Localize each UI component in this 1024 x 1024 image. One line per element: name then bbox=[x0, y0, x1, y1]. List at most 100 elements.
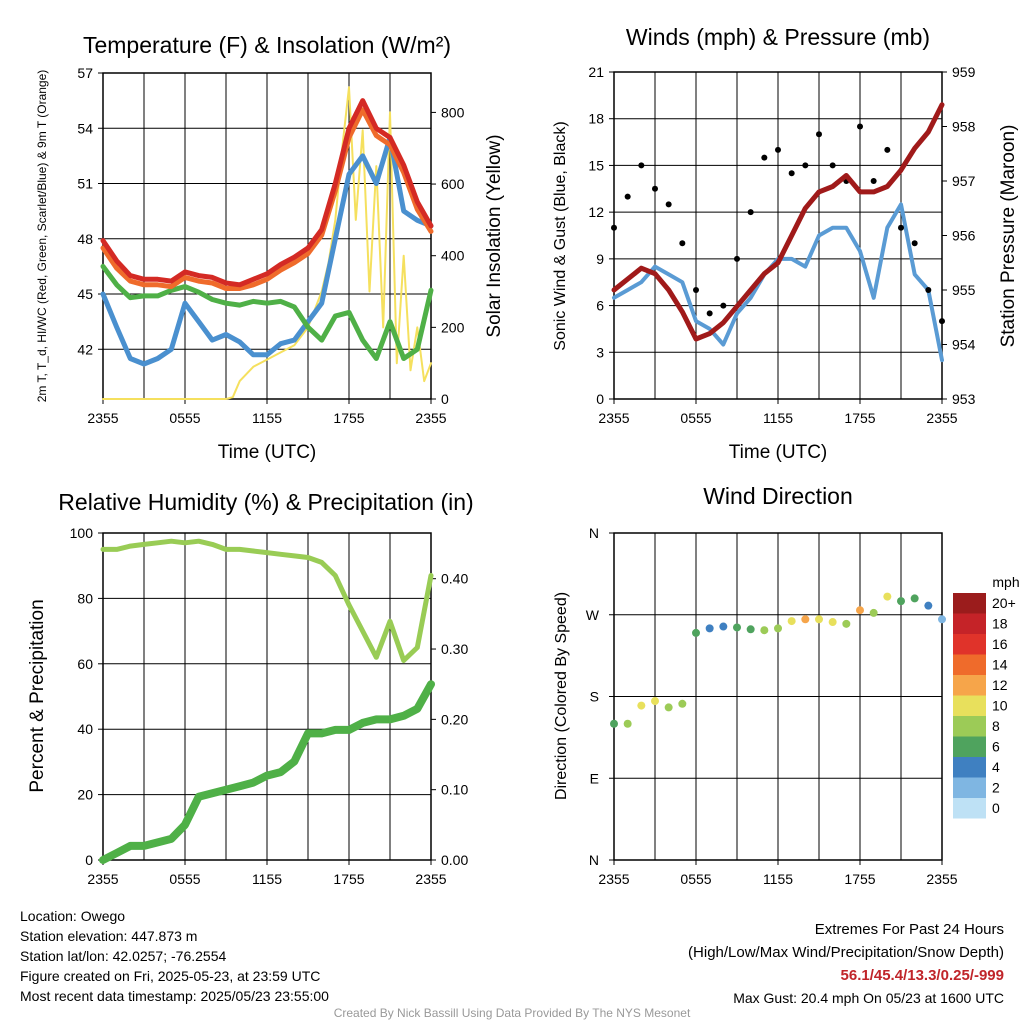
gust-point bbox=[775, 146, 781, 153]
y2-axis-label: Station Pressure (Maroon) bbox=[998, 125, 1019, 348]
windchill-line bbox=[100, 107, 434, 291]
credit-text: Created By Nick Bassill Using Data Provi… bbox=[333, 1006, 691, 1020]
y2-tick-label: 0.30 bbox=[441, 641, 468, 657]
chart-title: Temperature (F) & Insolation (W/m²) bbox=[83, 32, 451, 58]
precip-line bbox=[99, 680, 435, 864]
y-tick-label: 48 bbox=[77, 231, 93, 247]
y-axis-label: Sonic Wind & Gust (Blue, Black) bbox=[552, 121, 569, 350]
y-tick-label: S bbox=[590, 689, 599, 705]
x-axis-label: Time (UTC) bbox=[729, 442, 828, 463]
y2-tick-label: 954 bbox=[952, 337, 976, 353]
y2-axis-label: Solar Insolation (Yellow) bbox=[484, 134, 505, 337]
direction-point bbox=[733, 623, 741, 632]
y2-tick-label: 200 bbox=[441, 319, 465, 335]
colorbar-label: 4 bbox=[992, 759, 1000, 775]
chart-title: Relative Humidity (%) & Precipitation (i… bbox=[58, 489, 473, 515]
latlon-text: Station lat/lon: 42.0257; -76.2554 bbox=[20, 948, 227, 964]
y-tick-label: E bbox=[590, 770, 599, 786]
gust-point bbox=[925, 287, 932, 293]
gust-point bbox=[761, 154, 768, 161]
chart-panel-4 bbox=[613, 532, 943, 865]
x-tick-label: 2355 bbox=[598, 871, 629, 887]
x-tick-label: 1755 bbox=[333, 410, 364, 426]
pressure-line bbox=[611, 102, 945, 342]
created-text: Figure created on Fri, 2025-05-23, at 23… bbox=[20, 968, 321, 984]
direction-point bbox=[883, 592, 892, 601]
gust-point bbox=[747, 209, 754, 216]
y-tick-label: 45 bbox=[77, 286, 93, 302]
colorbar-label: 2 bbox=[992, 780, 1000, 796]
y-tick-label: N bbox=[589, 852, 599, 868]
direction-point bbox=[610, 719, 618, 728]
gust-point bbox=[939, 318, 945, 325]
y-axis-label: 2m T, T_d, HI/WC (Red, Green, Scarlet/Bl… bbox=[35, 70, 49, 403]
x-tick-label: 2355 bbox=[87, 871, 118, 887]
colorbar-swatch bbox=[953, 695, 986, 716]
y-tick-label: 0 bbox=[596, 391, 604, 407]
direction-point bbox=[651, 697, 659, 706]
y-tick-label: 42 bbox=[77, 341, 93, 357]
x-tick-label: 0555 bbox=[169, 410, 200, 426]
gust-point bbox=[802, 162, 809, 169]
extremes-subtitle: (High/Low/Max Wind/Precipitation/Snow De… bbox=[688, 944, 1004, 961]
colorbar-label: 6 bbox=[992, 739, 1000, 755]
gust-point bbox=[638, 162, 645, 169]
max-gust-text: Max Gust: 20.4 mph On 05/23 at 1600 UTC bbox=[733, 990, 1004, 1006]
direction-point bbox=[692, 628, 700, 637]
temp9m-line bbox=[100, 135, 434, 367]
colorbar-swatch bbox=[953, 716, 986, 737]
gust-point bbox=[911, 240, 918, 247]
direction-point bbox=[869, 608, 878, 617]
direction-point bbox=[637, 701, 646, 710]
y2-tick-label: 400 bbox=[441, 248, 465, 264]
colorbar-label: 16 bbox=[992, 636, 1008, 652]
y2-tick-label: 955 bbox=[952, 282, 976, 298]
x-axis-label: Time (UTC) bbox=[218, 442, 317, 463]
gust-point bbox=[870, 178, 877, 184]
y-tick-label: 3 bbox=[596, 344, 604, 360]
direction-point bbox=[746, 625, 755, 634]
colorbar-swatch bbox=[953, 593, 986, 614]
gust-point bbox=[829, 162, 836, 169]
x-tick-label: 0555 bbox=[169, 871, 200, 887]
colorbar-title: mph bbox=[992, 574, 1019, 590]
colorbar-label: 14 bbox=[992, 657, 1008, 673]
direction-point bbox=[897, 597, 905, 606]
x-tick-label: 1755 bbox=[844, 410, 875, 426]
y-tick-label: N bbox=[589, 525, 599, 541]
y-tick-label: 18 bbox=[588, 111, 604, 127]
x-tick-label: 2355 bbox=[926, 871, 957, 887]
direction-point bbox=[787, 617, 796, 626]
gust-point bbox=[788, 170, 795, 177]
direction-point bbox=[623, 719, 632, 728]
extremes-values: 56.1/45.4/13.3/0.25/-999 bbox=[840, 967, 1004, 984]
y2-tick-label: 959 bbox=[952, 64, 976, 80]
gust-point bbox=[611, 224, 617, 231]
y-tick-label: 100 bbox=[70, 525, 94, 541]
direction-point bbox=[760, 626, 769, 635]
y-tick-label: 15 bbox=[588, 157, 604, 173]
direction-point bbox=[842, 619, 851, 628]
gust-point bbox=[652, 185, 658, 192]
y-tick-label: 54 bbox=[77, 120, 93, 136]
chart-title: Winds (mph) & Pressure (mb) bbox=[626, 24, 930, 50]
colorbar-swatch bbox=[953, 777, 986, 798]
direction-point bbox=[774, 624, 782, 633]
gust-point bbox=[734, 255, 740, 262]
y-tick-label: 12 bbox=[588, 204, 604, 220]
direction-point bbox=[938, 615, 946, 624]
y2-tick-label: 957 bbox=[952, 173, 976, 189]
y-tick-label: 21 bbox=[588, 64, 604, 80]
solar-line bbox=[102, 86, 432, 400]
x-tick-label: 1155 bbox=[763, 410, 793, 426]
y2-tick-label: 956 bbox=[952, 228, 976, 244]
y-axis-label: Direction (Colored By Speed) bbox=[553, 592, 570, 800]
direction-point bbox=[801, 615, 810, 624]
colorbar-label: 20+ bbox=[992, 595, 1016, 611]
y2-tick-label: 600 bbox=[441, 176, 465, 192]
y2-tick-label: 800 bbox=[441, 104, 465, 120]
direction-point bbox=[719, 622, 728, 631]
y-tick-label: 57 bbox=[77, 65, 93, 81]
colorbar-label: 12 bbox=[992, 677, 1008, 693]
gust-point bbox=[624, 193, 631, 200]
